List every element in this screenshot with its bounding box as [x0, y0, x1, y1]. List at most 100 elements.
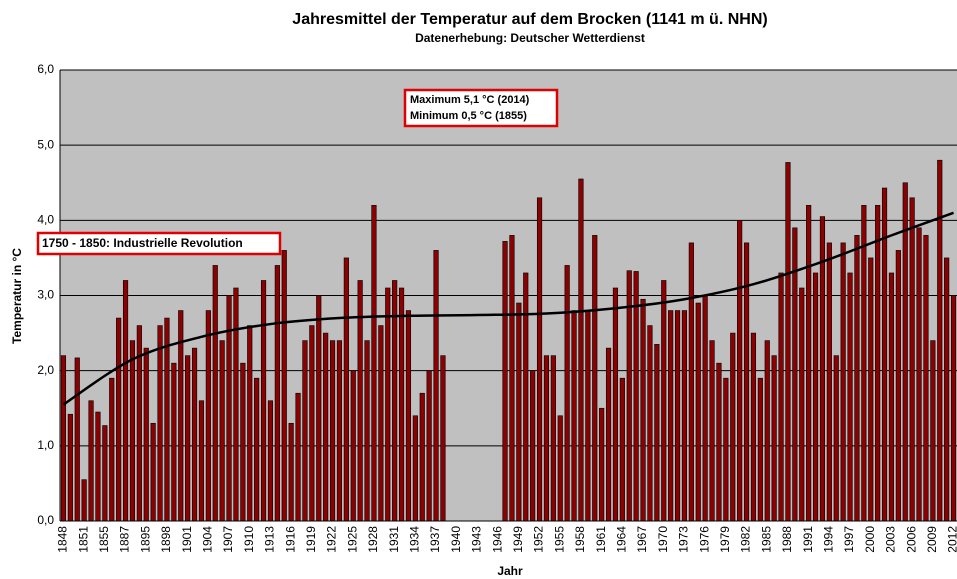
bar — [895, 250, 901, 522]
bar — [260, 280, 267, 522]
bar — [385, 287, 391, 522]
bar — [67, 413, 73, 522]
bar — [316, 295, 322, 522]
x-tick-label: 1979 — [718, 526, 732, 553]
bar — [323, 332, 329, 522]
bar — [122, 280, 129, 522]
bar — [668, 310, 674, 522]
bar — [129, 340, 136, 522]
bar — [826, 242, 832, 522]
bar — [336, 340, 343, 522]
x-tick-label: 1855 — [97, 526, 111, 553]
x-tick-label: 1940 — [449, 526, 463, 553]
x-tick-label: 1928 — [366, 526, 380, 553]
x-tick-label: 1955 — [552, 526, 566, 553]
bar — [102, 425, 108, 522]
bar — [868, 257, 874, 522]
x-tick-label: 2000 — [863, 526, 877, 553]
y-tick-label: 3,0 — [37, 288, 54, 302]
bar — [799, 287, 805, 522]
annotation-box — [403, 88, 559, 128]
bar — [564, 265, 570, 522]
bar — [350, 370, 356, 522]
x-tick-label: 1994 — [822, 526, 836, 553]
x-tick-label: 1937 — [428, 526, 442, 553]
bar — [854, 235, 860, 522]
x-tick-label: 1925 — [345, 526, 359, 553]
bar — [254, 377, 260, 522]
x-tick-label: 1916 — [283, 526, 297, 553]
bar — [861, 205, 867, 522]
x-tick-label: 1913 — [263, 526, 277, 553]
bar — [902, 182, 908, 522]
bar — [329, 340, 336, 522]
bar — [212, 265, 218, 522]
bar — [840, 242, 846, 522]
chart-title: Jahresmittel der Temperatur auf dem Broc… — [292, 11, 767, 28]
bar — [295, 392, 301, 522]
y-tick-label: 1,0 — [37, 438, 54, 452]
bar — [343, 257, 349, 522]
x-tick-label: 2009 — [925, 526, 939, 553]
bar — [640, 298, 646, 522]
bar — [709, 340, 715, 522]
bar — [143, 347, 149, 522]
bar — [109, 377, 115, 522]
bar — [847, 272, 853, 522]
bar — [60, 355, 67, 522]
bar — [74, 357, 80, 522]
y-axis-label: Temperatur in °C — [10, 248, 24, 344]
bar — [888, 272, 895, 522]
bar — [81, 479, 87, 522]
bar — [219, 340, 225, 522]
x-tick-label: 1985 — [759, 526, 773, 553]
bar — [530, 370, 536, 522]
bar — [378, 325, 384, 522]
y-tick-label: 2,0 — [37, 363, 54, 377]
bar — [833, 355, 839, 522]
x-tick-label: 1931 — [387, 526, 401, 553]
bar — [233, 287, 239, 522]
bar — [247, 325, 253, 522]
bar — [302, 340, 308, 522]
bar — [605, 347, 612, 522]
bar — [205, 310, 211, 522]
bar — [654, 344, 660, 522]
bar — [502, 241, 508, 522]
x-tick-label: 1958 — [573, 526, 587, 553]
bar — [509, 235, 515, 522]
bar — [909, 197, 915, 522]
bar — [944, 257, 950, 522]
x-tick-label: 1997 — [842, 526, 856, 553]
x-tick-label: 1887 — [118, 526, 132, 553]
bar — [716, 362, 722, 522]
bar — [267, 400, 274, 522]
bar — [764, 340, 770, 522]
bar — [543, 355, 550, 522]
chart-subtitle: Datenerhebung: Deutscher Wetterdienst — [415, 31, 645, 45]
bar — [730, 332, 736, 522]
x-tick-label: 1904 — [201, 526, 215, 553]
bar — [157, 325, 163, 522]
x-tick-label: 1973 — [677, 526, 691, 553]
y-tick-label: 6,0 — [37, 62, 54, 76]
bar — [419, 392, 425, 522]
bar — [916, 227, 922, 522]
x-tick-label: 1943 — [470, 526, 484, 553]
x-tick-label: 1982 — [739, 526, 753, 553]
bar — [585, 310, 591, 522]
bar — [737, 220, 743, 522]
bar — [778, 272, 784, 522]
x-axis-label: Jahr — [497, 564, 523, 578]
bar — [364, 340, 370, 522]
x-tick-label: 1961 — [594, 526, 608, 553]
bar — [516, 302, 522, 522]
y-tick-label: 0,0 — [37, 513, 54, 527]
bar — [661, 280, 667, 522]
bar — [523, 272, 529, 522]
bar — [930, 340, 936, 522]
bar — [812, 272, 819, 522]
bar — [612, 287, 619, 522]
bar — [426, 370, 432, 522]
